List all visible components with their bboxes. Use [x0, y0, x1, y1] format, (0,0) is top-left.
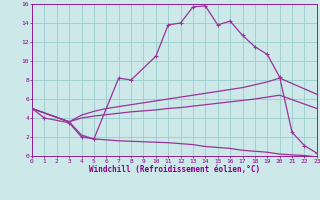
X-axis label: Windchill (Refroidissement éolien,°C): Windchill (Refroidissement éolien,°C) [89, 165, 260, 174]
